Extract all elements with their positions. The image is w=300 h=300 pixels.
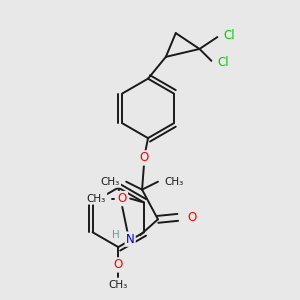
Text: CH₃: CH₃ [87, 194, 106, 203]
Text: H: H [112, 230, 120, 240]
Text: O: O [118, 192, 127, 205]
Text: O: O [114, 258, 123, 272]
Text: N: N [126, 233, 135, 246]
Text: Cl: Cl [224, 28, 235, 42]
Text: O: O [140, 152, 149, 164]
Text: CH₃: CH₃ [109, 280, 128, 290]
Text: CH₃: CH₃ [164, 177, 183, 187]
Text: CH₃: CH₃ [101, 177, 120, 187]
Text: Cl: Cl [218, 56, 229, 69]
Text: O: O [187, 211, 196, 224]
